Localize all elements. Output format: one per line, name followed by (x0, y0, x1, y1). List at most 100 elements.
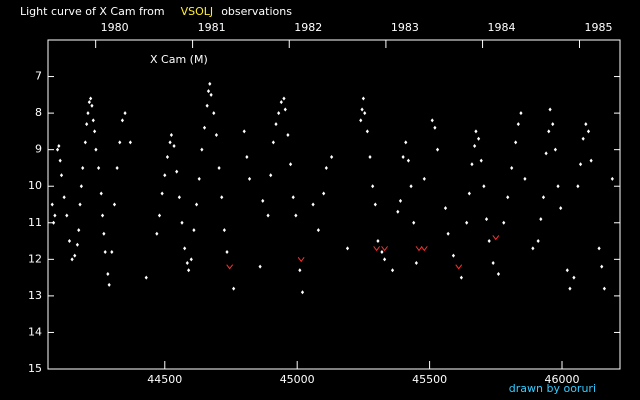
point (70, 257, 74, 262)
point (451, 253, 456, 258)
point (514, 140, 518, 145)
point (185, 260, 189, 265)
point (382, 257, 387, 262)
point (62, 195, 66, 200)
point (83, 140, 87, 145)
top-x-tick-label: 1984 (488, 21, 516, 34)
point (482, 184, 486, 189)
point (544, 151, 548, 156)
point (245, 154, 249, 159)
point (300, 290, 305, 295)
point (103, 250, 107, 255)
point (283, 107, 287, 112)
credit: drawn by ooruri (509, 382, 596, 395)
point (89, 96, 93, 101)
point (99, 191, 103, 196)
point (212, 111, 216, 116)
x-tick-label: 45500 (412, 373, 447, 386)
point (398, 198, 403, 203)
point (78, 202, 82, 207)
limit-marker (381, 246, 388, 252)
point (57, 144, 61, 149)
point (311, 202, 315, 207)
point (209, 92, 213, 97)
point (51, 220, 56, 225)
point (90, 103, 94, 108)
point (324, 165, 328, 170)
top-x-tick-label: 1982 (294, 21, 322, 34)
point (412, 220, 416, 225)
point (576, 184, 580, 189)
point (433, 125, 437, 130)
point (271, 140, 275, 145)
point (322, 191, 326, 196)
point (118, 140, 122, 145)
limit-marker (455, 264, 463, 270)
top-x-tick-label: 1983 (391, 21, 419, 34)
limit-marker (492, 235, 500, 241)
point (194, 202, 199, 207)
point (584, 122, 588, 127)
point (401, 154, 405, 159)
point (404, 140, 408, 145)
point (75, 242, 79, 247)
point (279, 100, 283, 105)
point (553, 147, 557, 152)
point (189, 257, 193, 262)
point (586, 129, 591, 134)
top-x-tick-label: 1985 (584, 21, 612, 34)
point (551, 122, 555, 127)
point (77, 228, 81, 233)
y-tick-label: 12 (28, 252, 42, 265)
point (531, 246, 535, 251)
point (180, 220, 184, 225)
point (86, 111, 90, 116)
point (261, 198, 265, 203)
point (165, 154, 170, 159)
point (373, 202, 377, 207)
point (556, 184, 560, 189)
point (487, 239, 491, 244)
y-tick-label: 8 (35, 106, 42, 119)
point (516, 122, 520, 127)
point (175, 169, 179, 174)
point (120, 118, 125, 123)
point (465, 220, 469, 225)
point (53, 213, 57, 218)
point (361, 96, 365, 101)
point (459, 275, 463, 280)
y-tick-label: 11 (28, 216, 42, 229)
title-source: VSOLJ (181, 5, 214, 18)
title-tail: observations (221, 5, 292, 18)
point (200, 147, 204, 152)
limit-marker (297, 257, 305, 263)
point (155, 231, 159, 236)
point (67, 239, 72, 244)
point (473, 144, 477, 149)
point (539, 217, 543, 222)
point (192, 228, 196, 233)
point (547, 129, 551, 134)
point (484, 217, 489, 222)
point (206, 89, 211, 94)
point (73, 253, 77, 258)
point (510, 165, 514, 170)
point (602, 286, 606, 291)
point (102, 231, 106, 236)
x-tick-label: 46000 (545, 373, 580, 386)
point (55, 147, 60, 152)
point (330, 154, 334, 159)
y-tick-label: 13 (28, 289, 42, 302)
point (496, 271, 501, 276)
plot-frame (47, 39, 621, 370)
point (298, 268, 302, 273)
point (572, 275, 576, 280)
y-tick-label: 10 (28, 179, 42, 192)
point (435, 147, 440, 152)
point (363, 111, 367, 116)
point (548, 107, 552, 112)
point (294, 213, 298, 218)
point (406, 158, 411, 163)
point (197, 176, 201, 181)
